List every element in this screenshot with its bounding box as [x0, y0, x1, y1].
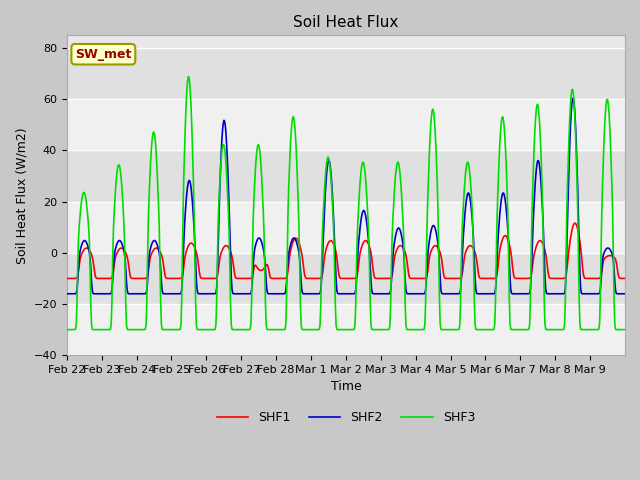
SHF2 [435, 249, 442, 255]
SHF1 [621, 276, 629, 281]
X-axis label: Time: Time [330, 381, 361, 394]
SHF3 [63, 327, 70, 333]
Y-axis label: Soil Heat Flux (W/m2): Soil Heat Flux (W/m2) [15, 127, 28, 264]
SHF2 [63, 291, 70, 297]
SHF1 [280, 276, 287, 281]
SHF3 [621, 327, 629, 333]
SHF1 [404, 262, 412, 267]
SHF2 [404, 291, 412, 297]
SHF1 [129, 276, 136, 281]
Line: SHF1: SHF1 [67, 223, 625, 278]
Bar [67, 253, 625, 304]
Legend: SHF1, SHF2, SHF3: SHF1, SHF2, SHF3 [212, 406, 480, 429]
Bar [67, 304, 625, 355]
Bar [67, 48, 625, 99]
Title: Soil Heat Flux: Soil Heat Flux [293, 15, 399, 30]
Line: SHF3: SHF3 [67, 77, 625, 330]
SHF1 [259, 267, 266, 273]
SHF1 [63, 276, 70, 281]
Bar [67, 99, 625, 151]
SHF1 [435, 246, 442, 252]
Bar [67, 202, 625, 253]
SHF3 [404, 327, 412, 333]
SHF2 [129, 291, 136, 297]
SHF3 [129, 327, 136, 333]
SHF2 [280, 291, 287, 297]
SHF2 [259, 242, 266, 248]
SHF3 [232, 327, 239, 333]
Bar [67, 151, 625, 202]
SHF3 [259, 209, 267, 215]
SHF3 [184, 74, 192, 80]
Line: SHF2: SHF2 [67, 98, 625, 294]
SHF1 [231, 273, 239, 278]
Text: SW_met: SW_met [75, 48, 132, 61]
SHF3 [436, 295, 444, 300]
SHF2 [570, 95, 577, 101]
SHF2 [621, 291, 629, 297]
SHF1 [571, 220, 579, 226]
SHF2 [231, 291, 239, 297]
SHF3 [280, 327, 288, 333]
